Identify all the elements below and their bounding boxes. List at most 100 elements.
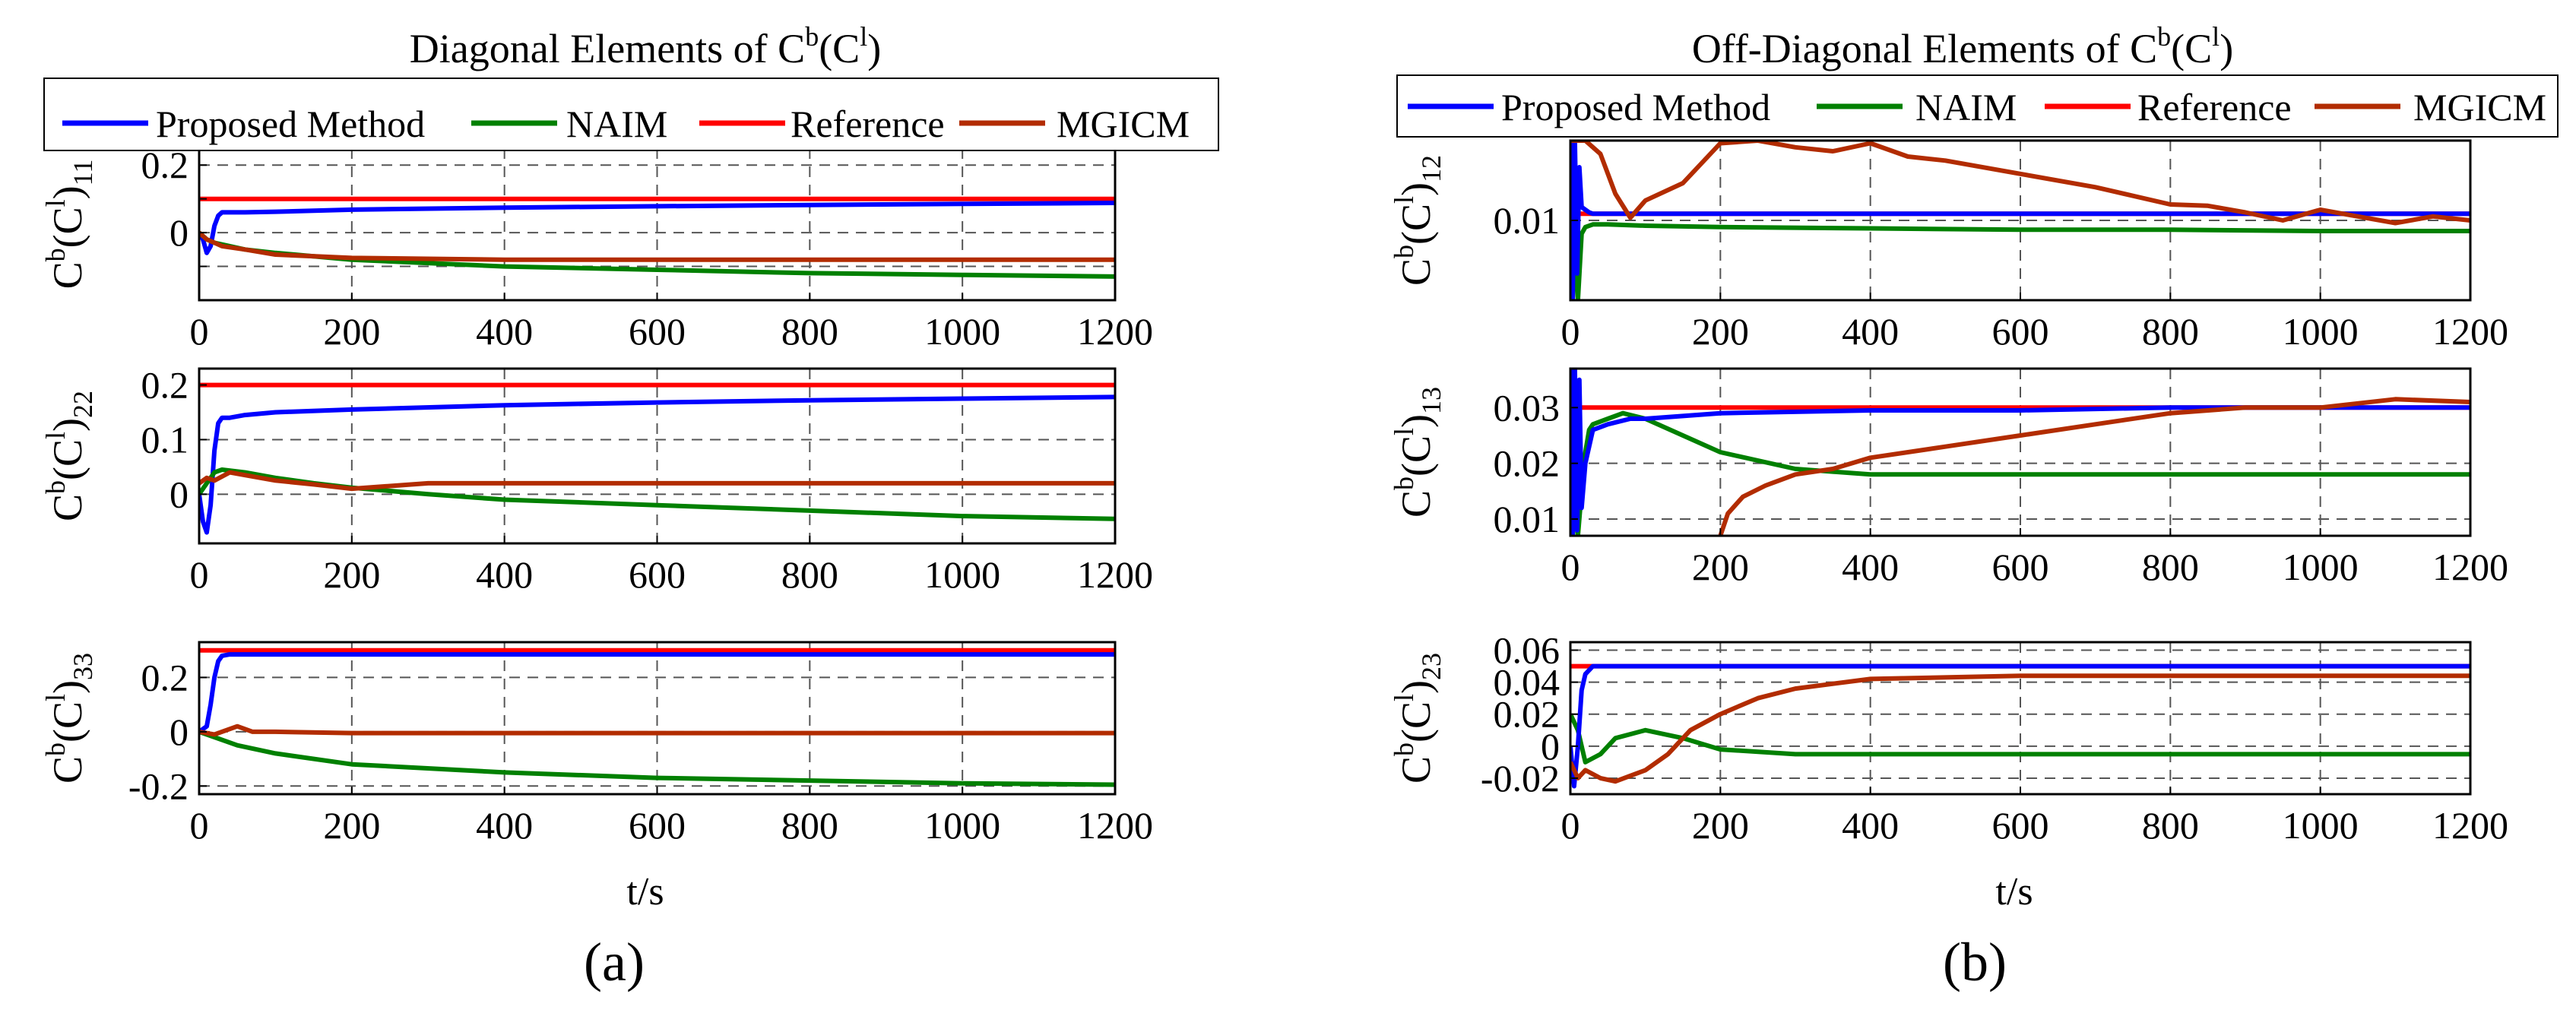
title-b: Off-Diagonal Elements of Cb(Cl) [1692,21,2233,71]
legend-b-label-naim: NAIM [1915,86,2017,128]
xtick-label-b2-1000: 1000 [2283,546,2359,588]
xtick-label-b1-400: 400 [1842,310,1899,353]
series-group-b3 [1570,663,2470,789]
series-line-b1-mgicm [1570,141,2470,226]
ytick-label-a1-1: 0 [170,211,189,254]
ylabel-a1: Cb(Cl)11 [40,160,98,290]
ytick-label-a3-0: -0.2 [128,765,189,807]
xtick-label-b3-0: 0 [1561,804,1580,847]
ytick-label-b3-3: 0.04 [1494,661,1560,704]
ytick-label-b1-0: 0.01 [1494,199,1560,242]
xtick-label-b2-800: 800 [2142,546,2199,588]
xtick-label-a1-1000: 1000 [924,310,1000,353]
xtick-label-a2-1200: 1200 [1077,553,1153,596]
xtick-label-a3-0: 0 [190,804,209,847]
xtick-label-b3-800: 800 [2142,804,2199,847]
ytick-label-b3-4: 0.06 [1494,629,1560,672]
panel-b3: 0 200 400 600 800 1000 1200-0.0200.020.040.06C… [1389,629,2508,847]
ylabel-a3: Cb(Cl)33 [40,653,98,784]
xtick-label-a2-600: 600 [629,553,686,596]
panel-b1: 0 200 400 600 800 1000 1200 0.01 Cb(Cl)12 [1389,139,2508,353]
legend-b-label-mgicm: MGICM [2413,86,2546,128]
xtick-label-b2-0: 0 [1561,546,1580,588]
ytick-label-b2-0: 0.01 [1494,498,1560,540]
series-line-a3-proposed-method [199,652,1115,734]
xtick-label-b1-600: 600 [1992,310,2049,353]
panel-a2: 0 200 400 600 800 1000 1200 0 0.1 0.2 Cb(Cl)22 [40,364,1153,596]
xtick-label-a3-1200: 1200 [1077,804,1153,847]
series-line-a3-mgicm [199,723,1115,737]
legend-b: Proposed Method NAIM Reference MGICM [1396,74,2559,138]
xtick-label-a2-800: 800 [781,553,838,596]
series-group-a2 [199,382,1115,535]
panel-b2: 0 200 400 600 800 1000 1200 0.01 0.02 0.03 Cb(Cl)1… [1389,367,2508,588]
series-group-a3 [199,647,1115,787]
ytick-label-b3-2: 0.02 [1494,693,1560,736]
xtick-label-a3-600: 600 [629,804,686,847]
legend-b-label-proposed: Proposed Method [1501,86,1770,128]
series-line-b3-mgicm [1570,673,2470,784]
xtick-label-b2-600: 600 [1992,546,2049,588]
legend-b-label-reference: Reference [2137,86,2292,128]
series-line-b3-naim [1570,713,2470,765]
ytick-label-b2-2: 0.03 [1494,386,1560,429]
series-line-a2-mgicm [199,470,1115,492]
xtick-label-b3-400: 400 [1842,804,1899,847]
ytick-label-a2-1: 0.1 [141,418,189,461]
series-line-b2-mgicm [1718,397,2470,536]
xtick-label-b3-200: 200 [1692,804,1749,847]
xtick-label-b3-1000: 1000 [2283,804,2359,847]
series-line-a3-naim [199,730,1115,787]
xtick-label-b2-400: 400 [1842,546,1899,588]
legend-a: Proposed Method NAIM Reference MGICM [43,78,1219,151]
xtick-label-b3-600: 600 [1992,804,2049,847]
series-group-a1 [199,196,1115,279]
title-a: Diagonal Elements of Cb(Cl) [410,21,881,71]
xtick-label-b3-1200: 1200 [2432,804,2508,847]
ylabel-b3: Cb(Cl)23 [1389,653,1446,784]
caption-b: (b) [1943,932,2007,993]
series-line-b1-proposed-method [1570,141,2470,300]
xtick-label-a2-200: 200 [323,553,380,596]
series-group-b2 [1570,369,2470,536]
xtick-label-a1-200: 200 [323,310,380,353]
series-line-b2-proposed-method [1570,369,2470,536]
xtick-label-b2-200: 200 [1692,546,1749,588]
xlabel-a: t/s [626,870,664,913]
xtick-label-b1-0: 0 [1561,310,1580,353]
ytick-label-a2-0: 0 [170,473,189,515]
xtick-label-a2-0: 0 [190,553,209,596]
xtick-label-a1-600: 600 [629,310,686,353]
xtick-label-a3-200: 200 [323,804,380,847]
xtick-label-a3-800: 800 [781,804,838,847]
ytick-label-a3-2: 0.2 [141,656,189,698]
xtick-label-a1-800: 800 [781,310,838,353]
xtick-label-b1-1200: 1200 [2432,310,2508,353]
ylabel-b2: Cb(Cl)13 [1389,387,1446,518]
legend-a-label-mgicm: MGICM [1057,103,1190,145]
ytick-label-b3-1: 0 [1541,725,1560,768]
legend-a-box [43,78,1219,151]
ytick-label-b2-1: 0.02 [1494,442,1560,485]
xtick-label-b1-200: 200 [1692,310,1749,353]
ylabel-b1: Cb(Cl)12 [1389,155,1446,286]
xtick-label-a2-400: 400 [476,553,533,596]
xtick-label-a3-1000: 1000 [924,804,1000,847]
legend-a-label-reference: Reference [791,103,945,145]
legend-a-label-naim: NAIM [566,103,667,145]
xtick-label-b1-800: 800 [2142,310,2199,353]
legend-a-label-proposed: Proposed Method [156,103,425,145]
ylabel-a2: Cb(Cl)22 [40,391,98,521]
series-group-b1 [1570,141,2470,300]
ytick-label-a3-1: 0 [170,711,189,753]
xtick-label-a2-1000: 1000 [924,553,1000,596]
series-line-b3-proposed-method [1570,663,2470,789]
series-line-a2-proposed-method [199,394,1115,535]
series-line-b1-naim [1570,222,2470,300]
panel-a3: 0 200 400 600 800 1000 1200-0.200.2Cb(Cl)33 [40,641,1153,847]
series-line-a1-proposed-method [199,201,1115,255]
xtick-label-b2-1200: 1200 [2432,546,2508,588]
caption-a: (a) [584,932,645,993]
